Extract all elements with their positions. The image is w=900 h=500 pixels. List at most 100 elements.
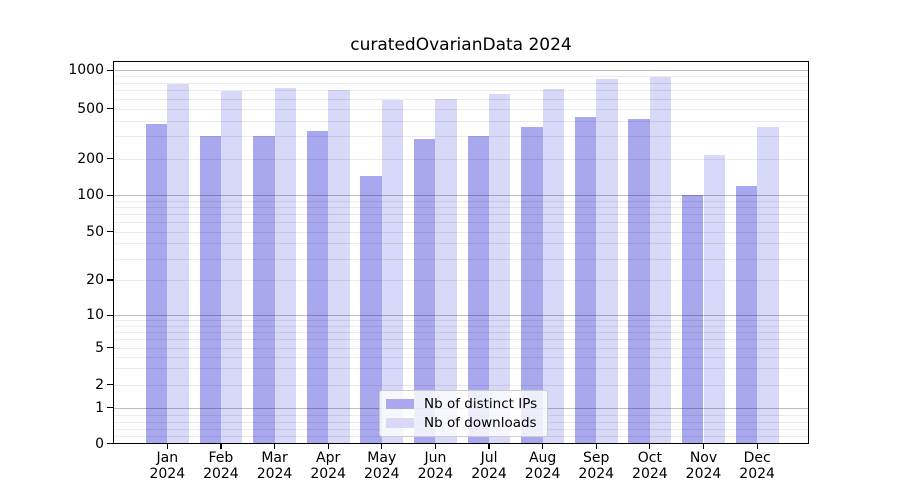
x-axis-label-year: 2024 — [417, 466, 454, 482]
gridline-minor — [113, 207, 809, 209]
gridline-minor — [113, 158, 809, 160]
x-axis-tick-mark — [542, 443, 544, 449]
bar-distinct-ips-may — [360, 175, 382, 444]
gridline-minor — [113, 120, 809, 122]
x-axis-label-year: 2024 — [310, 466, 346, 482]
x-axis-label-month: Dec — [743, 450, 771, 466]
x-axis-label-year: 2024 — [256, 466, 293, 482]
bar-downloads-nov — [703, 154, 725, 444]
gridline-minor — [113, 384, 809, 386]
gridline-minor — [113, 90, 809, 92]
x-axis-label-feb: Feb 2024 — [189, 450, 253, 482]
x-axis-tick-mark — [595, 443, 597, 449]
y-axis-tick-mark — [107, 108, 113, 110]
bar-distinct-ips-jun — [414, 139, 436, 444]
gridline-minor — [113, 231, 809, 233]
x-axis-label-nov: Nov 2024 — [672, 450, 736, 482]
y-axis-tick-mark — [107, 384, 113, 386]
x-axis-label-mar: Mar 2024 — [243, 450, 307, 482]
legend-entry-downloads: Nb of downloads — [386, 415, 537, 431]
x-axis-tick-mark — [381, 443, 383, 449]
y-axis-tick-label: 200 — [77, 150, 104, 167]
bar-downloads-feb — [220, 90, 243, 444]
x-axis-label-apr: Apr 2024 — [296, 450, 360, 482]
bar-distinct-ips-oct — [628, 118, 650, 444]
gridline-minor — [113, 243, 809, 245]
gridline-minor — [113, 325, 809, 327]
gridline-minor — [113, 331, 809, 333]
bar-downloads-may — [381, 100, 404, 444]
x-axis-label-month: Jun — [424, 450, 447, 466]
bar-distinct-ips-apr — [306, 131, 329, 444]
x-axis-label-jun: Jun 2024 — [403, 450, 467, 482]
y-axis-tick-label: 1000 — [68, 62, 104, 79]
bar-downloads-mar — [274, 88, 296, 444]
gridline-minor — [113, 200, 809, 202]
gridline-major — [113, 195, 809, 197]
x-axis-tick-mark — [273, 443, 276, 449]
legend-swatch-downloads — [386, 418, 414, 428]
x-axis-label-month: Jan — [156, 450, 179, 466]
y-axis-tick-mark — [107, 407, 113, 409]
bar-downloads-sep — [596, 78, 618, 444]
x-axis-label-month: May — [367, 450, 397, 466]
gridline-minor — [113, 368, 809, 370]
bar-distinct-ips-aug — [521, 126, 543, 444]
bar-downloads-jun — [435, 98, 457, 444]
x-axis-label-month: Oct — [637, 450, 662, 466]
gridline-minor — [113, 214, 809, 216]
x-axis-tick-mark — [488, 443, 490, 449]
x-axis-tick-mark — [649, 443, 651, 449]
y-axis-tick-mark — [107, 442, 113, 445]
x-axis-label-month: Mar — [261, 450, 288, 466]
bar-distinct-ips-sep — [574, 116, 597, 444]
bar-distinct-ips-jan — [145, 124, 168, 444]
x-axis-label-aug: Aug 2024 — [511, 450, 575, 482]
x-axis-tick-mark — [166, 443, 168, 449]
y-axis-tick-mark — [107, 231, 113, 233]
x-axis-label-year: 2024 — [149, 466, 186, 482]
gridline-minor — [113, 108, 809, 110]
gridline-minor — [113, 222, 809, 224]
bar-distinct-ips-nov — [682, 195, 704, 444]
gridline-minor — [113, 320, 809, 322]
legend: Nb of distinct IPs Nb of downloads — [379, 390, 549, 437]
y-axis-tick-label: 1 — [95, 399, 104, 416]
y-axis-tick-mark — [107, 157, 113, 160]
gridline-minor — [113, 258, 809, 260]
x-axis-label-month: Aug — [528, 450, 557, 466]
y-axis-tick-label: 500 — [77, 100, 104, 117]
x-axis-label-dec: Dec 2024 — [725, 450, 789, 482]
y-axis-tick-label: 20 — [86, 271, 104, 288]
gridline-minor — [113, 76, 809, 78]
gridline-minor — [113, 279, 809, 281]
x-axis-label-year: 2024 — [524, 466, 561, 482]
gridline-minor — [113, 347, 809, 349]
x-axis-label-year: 2024 — [471, 466, 507, 482]
x-axis-label-jan: Jan 2024 — [135, 450, 199, 482]
bar-downloads-dec — [757, 126, 779, 444]
y-axis-tick-label: 5 — [95, 339, 104, 356]
gridline-major — [113, 315, 809, 317]
x-axis-label-month: Apr — [316, 450, 341, 466]
x-axis-label-year: 2024 — [203, 466, 239, 482]
y-axis-tick-label: 2 — [95, 376, 104, 393]
gridline-minor — [113, 339, 809, 341]
y-axis-tick-mark — [107, 314, 113, 316]
gridline-minor — [113, 98, 809, 100]
bar-downloads-aug — [542, 89, 565, 444]
chart-title: curatedOvarianData 2024 — [350, 35, 572, 55]
x-axis-label-year: 2024 — [578, 466, 615, 482]
bar-distinct-ips-mar — [253, 136, 275, 444]
x-axis-label-sep: Sep 2024 — [564, 450, 628, 482]
x-axis-tick-mark — [220, 443, 222, 449]
y-axis-tick-mark — [107, 69, 113, 71]
gridline-major — [113, 70, 809, 72]
legend-label-downloads: Nb of downloads — [424, 415, 537, 431]
x-axis-tick-mark — [434, 443, 436, 449]
x-axis-label-may: May 2024 — [350, 450, 414, 482]
x-axis-tick-mark — [756, 443, 758, 449]
x-axis-label-year: 2024 — [739, 466, 775, 482]
x-axis-tick-mark — [702, 443, 705, 449]
